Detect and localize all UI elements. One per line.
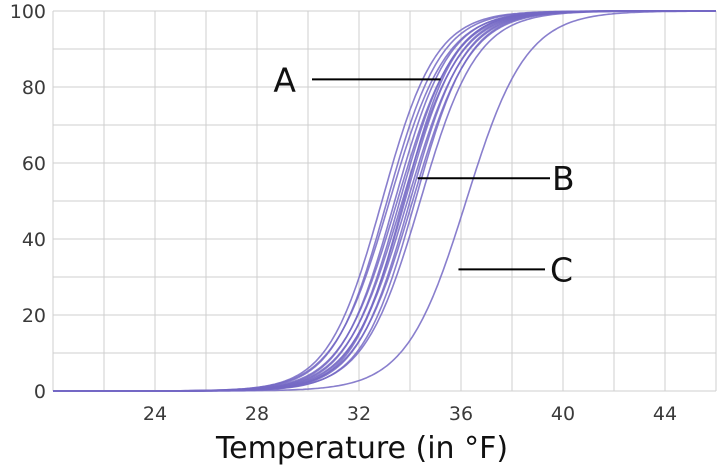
curves [53, 10, 716, 392]
annotation-label-a: A [273, 60, 296, 99]
y-tick-label: 0 [34, 381, 46, 403]
y-tick-label: 20 [22, 305, 46, 327]
x-tick-label: 36 [449, 403, 473, 425]
series-line-C [53, 10, 716, 392]
x-tick-label: 40 [551, 403, 575, 425]
y-tick-label: 100 [10, 1, 46, 23]
y-tick-label: 80 [22, 77, 46, 99]
y-tick-label: 40 [22, 229, 46, 251]
x-tick-label: 44 [653, 403, 677, 425]
x-tick-label: 32 [347, 403, 371, 425]
annotation-label-b: B [552, 159, 575, 198]
annotations: A B C [273, 60, 574, 289]
y-tick-label: 60 [22, 153, 46, 175]
grid-lines [52, 10, 717, 392]
x-tick-label: 24 [143, 403, 167, 425]
y-tick-labels: 0 20 40 60 80 100 [10, 1, 46, 403]
x-tick-labels: 24 28 32 36 40 44 [143, 403, 677, 425]
annotation-label-c: C [550, 250, 573, 289]
x-axis-label: Temperature (in °F) [215, 431, 508, 466]
x-tick-label: 28 [245, 403, 269, 425]
